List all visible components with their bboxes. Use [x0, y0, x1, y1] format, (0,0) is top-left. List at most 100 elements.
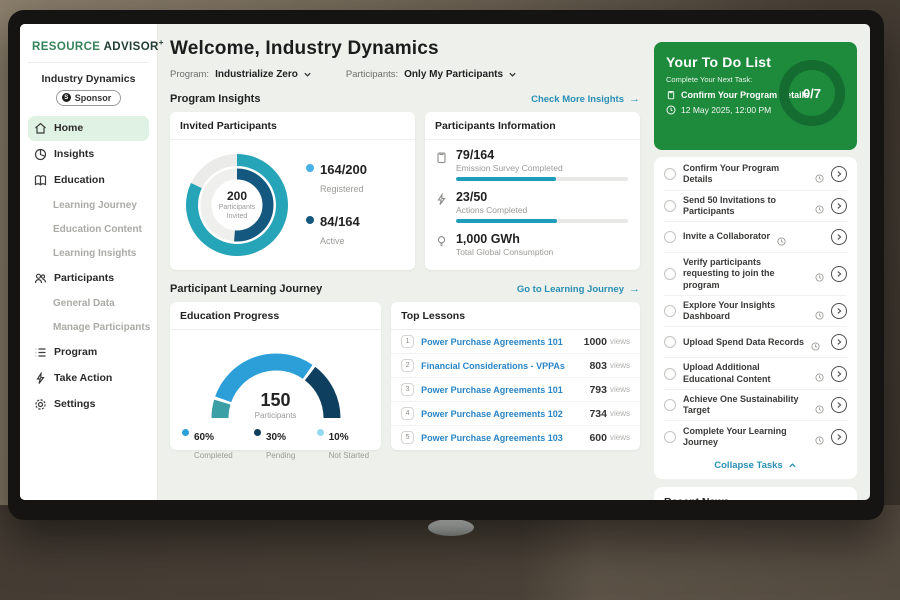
collapse-tasks-button[interactable]: Collapse Tasks	[664, 452, 847, 475]
check-more-insights-link[interactable]: Check More Insights →	[531, 93, 640, 105]
sidebar-item-home[interactable]: Home	[28, 115, 149, 141]
sidebar-item-education[interactable]: Education	[28, 168, 149, 193]
task-open-button[interactable]	[831, 303, 847, 319]
lesson-views-label: views	[609, 433, 630, 442]
task-open-button[interactable]	[831, 166, 847, 183]
education-progress-card: Education Progress 150 Participants	[170, 302, 382, 460]
sidebar-item-participants[interactable]: Participants	[28, 266, 149, 291]
task-checkbox[interactable]	[664, 267, 676, 280]
program-filter: Program: Industrialize Zero	[170, 69, 312, 80]
task-open-button[interactable]	[831, 397, 847, 413]
actions-completed-label: Actions Completed	[455, 205, 528, 215]
chevron-down-icon	[509, 72, 516, 77]
participants-information-card: Participants Information 79/164 Emission…	[424, 112, 640, 270]
todo-progress-value: 0/7	[802, 85, 822, 101]
take-action-icon	[34, 371, 47, 385]
task-checkbox[interactable]	[664, 199, 676, 212]
lesson-row: 2 Financial Considerations - VPPAs 803 v…	[391, 354, 640, 378]
sidebar-item-label: Learning Insights	[53, 247, 137, 259]
recent-news-title: Recent News	[664, 496, 847, 500]
todo-next-task: Confirm Your Program Details	[666, 90, 845, 100]
task-open-button[interactable]	[831, 428, 847, 445]
arrow-right-icon: →	[629, 93, 640, 105]
task-checkbox[interactable]	[664, 168, 676, 181]
task-checkbox[interactable]	[664, 305, 676, 317]
todo-title: Your To Do List	[666, 54, 772, 70]
invited-center-value: 200	[226, 188, 248, 203]
gauge-center-value: 150	[260, 390, 291, 410]
participants-select-value: Only My Participants	[404, 69, 504, 80]
task-label: Send 50 Invitations to Participants	[683, 194, 777, 216]
task-open-button[interactable]	[831, 197, 847, 214]
task-row: Invite a Collaborator	[664, 222, 847, 253]
clock-icon	[815, 401, 824, 414]
task-label: Explore Your Insights Dashboard	[683, 299, 776, 321]
clock-icon	[815, 269, 824, 282]
task-checkbox[interactable]	[664, 430, 676, 443]
sidebar-item-label: Education	[54, 174, 105, 187]
task-row: Send 50 Invitations to Participants	[664, 191, 847, 222]
participants-filter: Participants: Only My Participants	[346, 69, 517, 80]
logo-secondary: ADVISOR	[103, 40, 159, 53]
participants-select[interactable]: Only My Participants	[404, 69, 517, 80]
gauge-center-label: Participants	[254, 411, 297, 420]
sidebar-item-program[interactable]: Program	[28, 340, 149, 365]
active-label: Active	[320, 236, 345, 246]
task-label: Confirm Your Program Details	[683, 163, 780, 185]
lesson-rank: 1	[401, 335, 415, 348]
sidebar-item-label: Settings	[54, 398, 96, 411]
go-to-learning-journey-link[interactable]: Go to Learning Journey →	[517, 283, 640, 295]
sidebar-item-general-data[interactable]: General Data	[28, 292, 149, 315]
lesson-link[interactable]: Power Purchase Agreements 101	[421, 336, 563, 347]
not-started-value: 10%	[328, 432, 349, 443]
task-open-button[interactable]	[831, 365, 847, 382]
registered-value: 164/200	[320, 162, 367, 177]
pending-dot	[253, 429, 261, 436]
sidebar-item-label: Take Action	[54, 372, 113, 385]
task-checkbox[interactable]	[664, 367, 676, 380]
sidebar-item-learning-insights[interactable]: Learning Insights	[28, 242, 149, 265]
sidebar: RESOURCE ADVISOR+ Industry Dynamics S Sp…	[20, 24, 163, 500]
screen: RESOURCE ADVISOR+ Industry Dynamics S Sp…	[20, 24, 870, 500]
task-open-button[interactable]	[831, 334, 847, 351]
logo-primary: RESOURCE	[32, 40, 101, 53]
lesson-link[interactable]: Financial Considerations - VPPAs	[421, 360, 565, 371]
lesson-link[interactable]: Power Purchase Agreements 102	[421, 408, 563, 419]
task-label: Upload Additional Educational Content	[683, 362, 771, 384]
logo-plus: +	[158, 38, 164, 47]
sidebar-item-take-action[interactable]: Take Action	[28, 366, 149, 391]
task-label: Complete Your Learning Journey	[683, 425, 787, 447]
sidebar-item-learning-journey[interactable]: Learning Journey	[28, 194, 149, 217]
task-checkbox[interactable]	[664, 399, 676, 411]
task-label: Verify participants requesting to join t…	[683, 257, 775, 290]
clock-icon	[777, 233, 786, 246]
filter-bar: Program: Industrialize Zero Participants…	[170, 69, 640, 80]
arrow-right-icon: →	[629, 283, 640, 295]
clock-icon	[815, 432, 824, 445]
lesson-rank: 3	[401, 383, 415, 396]
sidebar-item-manage-participants[interactable]: Manage Participants	[28, 316, 150, 339]
clock-icon	[666, 105, 676, 115]
sidebar-item-settings[interactable]: Settings	[28, 392, 149, 417]
not-started-dot	[316, 429, 324, 436]
lesson-link[interactable]: Power Purchase Agreements 101	[421, 384, 563, 395]
sponsor-badge[interactable]: S Sponsor	[55, 89, 122, 106]
todo-hero-card: Your To Do List Complete Your Next Task:…	[654, 42, 857, 150]
not-started-label: Not Started	[328, 451, 370, 460]
legend-completed: 60% Completed	[182, 427, 233, 463]
task-open-button[interactable]	[831, 229, 847, 245]
legend-not-started: 10% Not Started	[316, 427, 370, 463]
task-checkbox[interactable]	[664, 231, 676, 243]
sidebar-item-education-content[interactable]: Education Content	[28, 218, 149, 241]
legend-registered: 164/200 Registered	[306, 161, 367, 197]
task-checkbox[interactable]	[664, 336, 676, 349]
sidebar-item-label: Education Content	[53, 223, 142, 235]
program-select[interactable]: Industrialize Zero	[215, 69, 312, 80]
sidebar-item-insights[interactable]: Insights	[28, 142, 149, 167]
clock-icon	[815, 369, 824, 382]
gear-icon	[34, 398, 47, 411]
task-open-button[interactable]	[831, 265, 847, 282]
sidebar-item-label: Home	[54, 122, 84, 135]
lesson-link[interactable]: Power Purchase Agreements 103	[421, 432, 563, 443]
